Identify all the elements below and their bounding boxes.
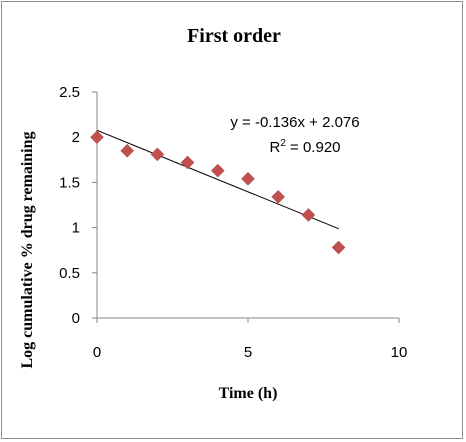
- trendline-equation: y = -0.136x + 2.076: [230, 114, 359, 131]
- y-tick-label: 2.5: [59, 84, 80, 101]
- x-tick-label: 0: [93, 344, 101, 361]
- trendline: [96, 129, 339, 230]
- y-tick-label: 0: [72, 310, 80, 327]
- y-tick-label: 1: [72, 220, 80, 237]
- data-point: [241, 171, 255, 186]
- y-axis-label: Log cumulative % drug remaining: [19, 131, 36, 368]
- data-point: [301, 208, 316, 222]
- data-point: [120, 143, 135, 158]
- data-point: [90, 130, 104, 145]
- data-point: [180, 155, 195, 170]
- trendline-path: [96, 129, 339, 230]
- r-squared-label: R2 = 0.920: [269, 138, 340, 156]
- y-tick-label: 2: [72, 129, 80, 146]
- x-tick-label: 5: [244, 344, 252, 361]
- chart-title: First order: [187, 25, 281, 47]
- y-tick-label: 1.5: [59, 174, 80, 191]
- data-point: [210, 163, 225, 178]
- data-point: [271, 190, 286, 204]
- x-axis-label: Time (h): [219, 385, 278, 402]
- y-tick-label: 0.5: [59, 265, 80, 282]
- data-points: [90, 130, 346, 255]
- x-tick-label: 10: [391, 344, 408, 361]
- data-point: [331, 240, 346, 255]
- data-point: [150, 147, 165, 162]
- axes: 0 0.5 1 1.5 2 2.5 0 5 10: [59, 84, 407, 361]
